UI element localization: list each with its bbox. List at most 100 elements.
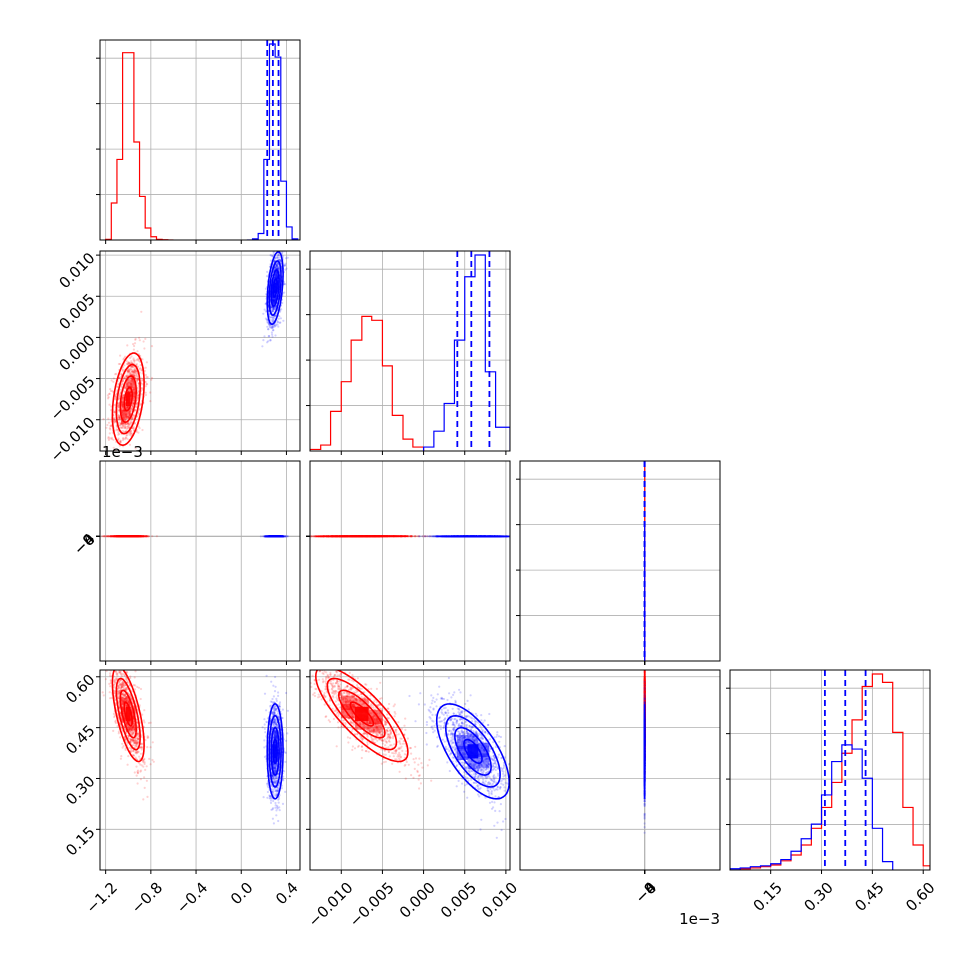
red-sample-point: [120, 373, 123, 376]
blue-sample-point: [273, 275, 277, 279]
blue-sample-point: [272, 315, 275, 318]
blue-sample-point: [273, 298, 276, 301]
blue-sample-point: [276, 264, 279, 267]
red-sample-point: [126, 382, 129, 386]
blue-sample-point: [273, 324, 276, 327]
red-sample-point: [103, 535, 106, 538]
red-sample-point: [116, 386, 119, 389]
red-sample-point: [109, 535, 112, 538]
red-sample-point: [121, 404, 124, 407]
red-sample-point: [139, 364, 142, 367]
red-sample-point: [140, 393, 143, 396]
red-sample-point: [144, 391, 147, 394]
panel-3-1: −8−404: [70, 460, 301, 665]
y-tick-label: 0.005: [55, 290, 98, 333]
red-sample-point: [121, 405, 124, 409]
red-sample-point: [123, 485, 125, 487]
red-sample-point: [121, 397, 124, 400]
red-sample-point: [136, 386, 140, 389]
red-sample-point: [131, 372, 134, 375]
red-sample-point: [409, 535, 412, 538]
blue-sample-point: [259, 535, 262, 538]
red-sample-point: [129, 362, 132, 365]
red-sample-point: [117, 437, 120, 440]
red-sample-point: [121, 369, 124, 372]
red-sample-point: [132, 366, 135, 369]
blue-sample-point: [273, 298, 276, 301]
red-sample-point: [133, 387, 136, 390]
red-sample-point: [108, 535, 111, 538]
red-sample-point: [110, 535, 113, 538]
red-sample-point: [121, 403, 124, 406]
blue-sample-point: [271, 325, 274, 328]
red-sample-point: [127, 370, 130, 373]
red-sample-point: [132, 402, 135, 405]
red-sample-point: [126, 383, 129, 386]
red-sample-point: [132, 425, 135, 428]
red-sample-point: [128, 423, 131, 426]
red-sample-point: [108, 392, 111, 396]
red-sample-point: [144, 381, 147, 384]
red-sample-point: [116, 385, 119, 388]
red-sample-point: [103, 535, 106, 538]
blue-density-block: [276, 268, 279, 280]
red-sample-point: [127, 381, 130, 384]
red-sample-point: [105, 535, 109, 538]
red-sample-point: [132, 427, 135, 430]
blue-sample-point: [276, 253, 280, 257]
red-sample-point: [135, 372, 138, 375]
red-sample-point: [109, 388, 112, 391]
red-sample-point: [145, 361, 148, 364]
blue-sample-point: [276, 243, 278, 245]
red-sample-point: [118, 432, 121, 435]
blue-sample-point: [264, 535, 267, 538]
blue-sample-point: [268, 335, 271, 338]
red-sample-point: [129, 368, 132, 371]
red-sample-point: [126, 422, 130, 425]
red-sample-point: [128, 369, 131, 372]
red-sample-point: [136, 378, 139, 381]
red-sample-point: [145, 535, 148, 538]
blue-sample-point: [272, 307, 275, 310]
blue-sample-point: [271, 316, 274, 319]
blue-sample-point: [279, 258, 282, 261]
blue-sample-point: [272, 317, 275, 321]
red-sample-point: [119, 362, 122, 366]
red-sample-point: [121, 429, 124, 433]
red-sample-point: [146, 535, 149, 538]
blue-sample-point: [273, 325, 276, 328]
red-sample-point: [121, 403, 124, 406]
red-sample-point: [125, 422, 128, 425]
red-sample-point: [124, 426, 127, 430]
red-sample-point: [130, 431, 133, 434]
red-sample-point: [132, 403, 135, 406]
red-sample-point: [123, 377, 126, 380]
red-sample-point: [129, 419, 132, 422]
blue-sample-point: [283, 264, 286, 267]
red-sample-point: [132, 413, 135, 416]
red-sample-point: [125, 436, 128, 439]
blue-sample-point: [264, 535, 267, 538]
red-sample-point: [117, 414, 120, 417]
red-sample-point: [129, 410, 132, 413]
red-sample-point: [120, 382, 123, 385]
red-sample-point: [118, 416, 121, 419]
red-sample-point: [122, 358, 125, 361]
red-sample-point: [109, 424, 112, 427]
red-sample-point: [106, 535, 109, 538]
blue-sample-point: [276, 256, 279, 259]
red-sample-point: [110, 424, 113, 427]
blue-sample-point: [278, 321, 281, 324]
red-sample-point: [117, 362, 120, 366]
blue-sample-point: [268, 326, 271, 329]
red-sample-point: [144, 373, 147, 377]
red-sample-point: [144, 337, 147, 340]
red-sample-point: [131, 405, 134, 409]
red-sample-point: [136, 389, 139, 392]
red-sample-point: [114, 394, 117, 397]
blue-sample-point: [279, 260, 282, 263]
red-sample-point: [109, 535, 113, 538]
red-sample-point: [109, 428, 112, 431]
red-sample-point: [127, 411, 130, 414]
red-sample-point: [125, 415, 128, 418]
